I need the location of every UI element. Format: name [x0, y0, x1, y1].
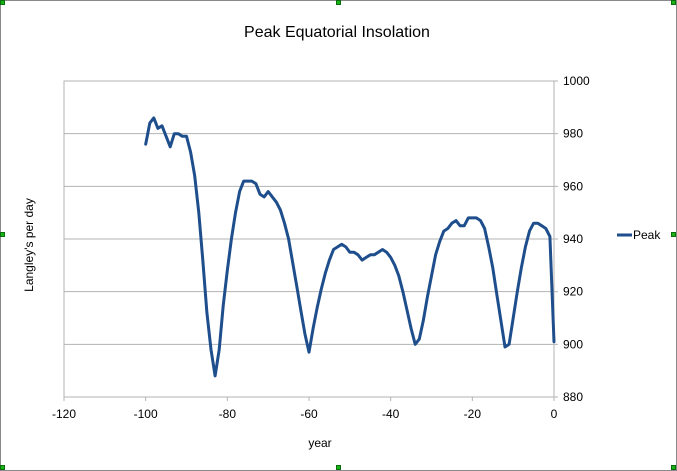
resize-handle-top-right[interactable] [671, 0, 676, 5]
y-tick-label: 920 [563, 285, 583, 299]
y-tick-label: 1000 [563, 74, 590, 88]
y-tick-label: 980 [563, 127, 583, 141]
x-tick-label: -40 [382, 407, 400, 421]
y-tick-label: 940 [563, 232, 583, 246]
legend-label-peak: Peak [633, 228, 661, 242]
x-tick-label: -100 [134, 407, 158, 421]
x-tick-label: -60 [300, 407, 318, 421]
y-tick-labels: 880 900 920 940 960 980 1000 [563, 74, 590, 404]
y-tick-label: 880 [563, 390, 583, 404]
y-tick-label: 900 [563, 337, 583, 351]
chart-title: Peak Equatorial Insolation [244, 24, 430, 41]
series-group [144, 116, 556, 378]
resize-handle-top-center[interactable] [336, 0, 341, 5]
series-line-peak [144, 116, 556, 378]
x-tick-label: -120 [52, 407, 76, 421]
legend: Peak [617, 228, 661, 242]
x-tick-labels: -120 -100 -80 -60 -40 -20 0 [52, 407, 558, 421]
y-axis-title: Langley's per day [22, 198, 36, 292]
resize-handle-bottom-center[interactable] [336, 465, 341, 470]
x-tick-label: -80 [219, 407, 237, 421]
y-tick-label: 960 [563, 179, 583, 193]
resize-handle-bottom-left[interactable] [0, 465, 5, 470]
x-tick-label: 0 [551, 407, 558, 421]
resize-handle-top-left[interactable] [0, 0, 5, 5]
resize-handle-middle-right[interactable] [671, 232, 676, 237]
x-axis-title: year [308, 436, 331, 450]
resize-handle-bottom-right[interactable] [671, 465, 676, 470]
x-tick-label: -20 [464, 407, 482, 421]
resize-handle-middle-left[interactable] [0, 232, 5, 237]
